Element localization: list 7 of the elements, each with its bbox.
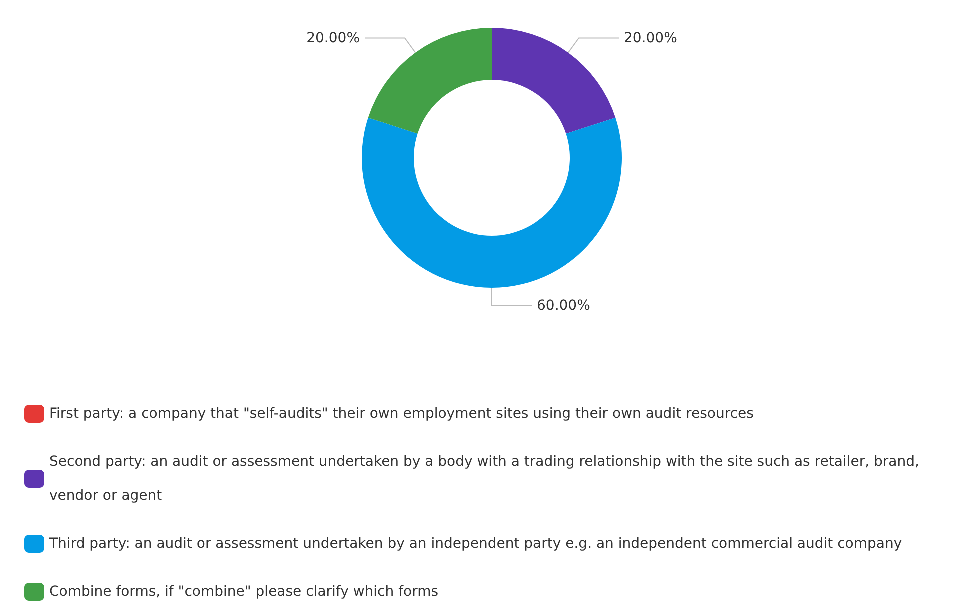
legend-label: First party: a company that "self-audits" their own employment sites using their own audit resources bbox=[50, 406, 754, 422]
data-label: 60.00% bbox=[537, 298, 590, 314]
data-label: 20.00% bbox=[306, 30, 360, 46]
data-label: 20.00% bbox=[624, 30, 678, 46]
category-label: Second party: an audit or assessment undertaken by a body with a trading relationship with the site such as retailer, brand, vendor or agent bbox=[50, 454, 920, 504]
legend-label: Third party: an audit or assessment undertaken by an independent party e.g. an independent commercial audit company bbox=[48, 536, 902, 552]
legend-label: Combine forms, if "combine" please clarify which forms bbox=[50, 584, 439, 600]
